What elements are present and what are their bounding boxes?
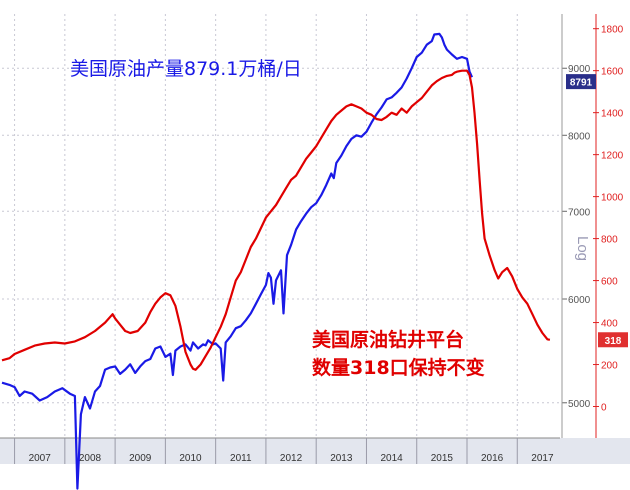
x-axis-ticks: 2007 2008 2009 2010 2011 2012 2013 2014 2015 2016…: [29, 453, 554, 464]
x-tick-label: 2013: [330, 453, 353, 464]
x-tick-label: 2007: [29, 453, 52, 464]
x-tick-label: 2017: [531, 453, 554, 464]
right-axis-tick-label: 1400: [601, 109, 624, 120]
x-tick-label: 2011: [230, 453, 252, 464]
x-tick-label: 2010: [179, 453, 202, 464]
right-axis-tick-label: 1200: [601, 151, 624, 162]
right-axis-tick-label: 1800: [601, 25, 624, 36]
x-tick-label: 2016: [481, 453, 504, 464]
x-tick-label: 2012: [280, 453, 303, 464]
production-annotation: 美国原油产量879.1万桶/日: [70, 58, 302, 80]
right-axis-ticks: 0 200 400 600 800 1000 1200 1400 1600 1800: [601, 25, 624, 414]
x-tick-label: 2015: [431, 453, 454, 464]
rig-last-value-badge-text: 318: [605, 336, 622, 347]
left-axis-tick-label: 8000: [568, 131, 591, 142]
right-axis-tick-label: 600: [601, 277, 618, 288]
x-tick-label: 2009: [129, 453, 152, 464]
production-last-value-badge-text: 8791: [570, 78, 593, 89]
rig-count-annotation: 美国原油钻井平台 数量318口保持不变: [312, 326, 485, 382]
production-line: [1, 32, 474, 490]
grid: [2, 14, 560, 438]
left-axis-label: Log: [574, 236, 591, 261]
right-axis-tick-label: 0: [601, 403, 607, 414]
rig-last-value-badge-bg: [598, 332, 628, 348]
rig-annotation-line-1: 美国原油钻井平台: [312, 329, 465, 351]
last-value-badges: 8791 318: [566, 74, 628, 348]
left-axis-tick-label: 9000: [568, 64, 591, 75]
right-axis-tick-label: 200: [601, 361, 618, 372]
left-axis-tick-label: 7000: [568, 207, 591, 218]
axes: [0, 14, 630, 464]
left-axis-tick-label: 5000: [568, 399, 591, 410]
x-tick-label: 2008: [79, 453, 102, 464]
right-axis-tick-label: 1600: [601, 67, 624, 78]
x-axis-band: [0, 438, 630, 464]
left-axis-tick-label: 6000: [568, 295, 591, 306]
rig-annotation-line-2: 数量318口保持不变: [312, 357, 485, 379]
x-tick-label: 2014: [380, 453, 403, 464]
rig-count-line: [1, 69, 551, 371]
left-axis-ticks: 5000 6000 7000 8000 9000: [568, 64, 591, 410]
right-axis-tick-label: 1000: [601, 193, 624, 204]
production-last-value-badge-bg: [566, 74, 596, 90]
right-axis-tick-label: 400: [601, 319, 618, 330]
series-lines: [1, 32, 551, 490]
right-axis-tick-label: 800: [601, 235, 618, 246]
